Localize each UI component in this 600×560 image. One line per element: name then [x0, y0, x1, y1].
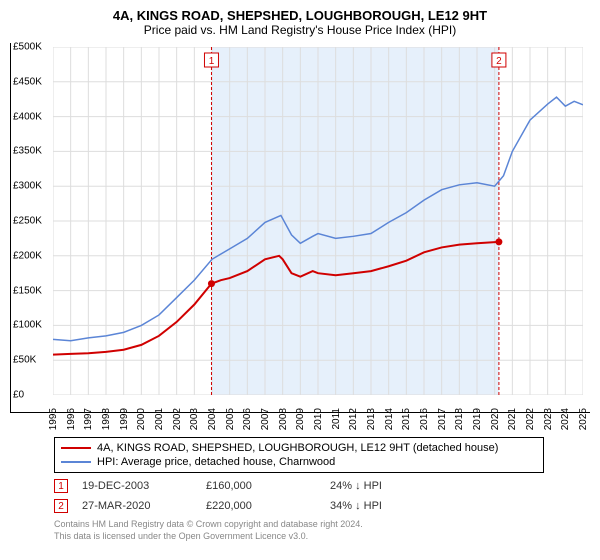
- transactions-list: 1 19-DEC-2003 £160,000 24% ↓ HPI 2 27-MAR…: [10, 479, 590, 513]
- chart-axes: 12 £0£50K£100K£150K£200K£250K£300K£350K£…: [10, 43, 590, 413]
- x-axis-label: 2015: [401, 408, 412, 430]
- legend-text: 4A, KINGS ROAD, SHEPSHED, LOUGHBOROUGH, …: [97, 442, 498, 454]
- legend-item: HPI: Average price, detached house, Char…: [61, 455, 537, 469]
- x-axis-label: 2008: [278, 408, 289, 430]
- transaction-date: 19-DEC-2003: [82, 480, 192, 492]
- svg-text:1: 1: [209, 56, 215, 67]
- legend-text: HPI: Average price, detached house, Char…: [97, 456, 335, 468]
- y-axis-label: £0: [13, 390, 24, 401]
- y-axis-label: £100K: [13, 320, 42, 331]
- legend-swatch: [61, 447, 91, 449]
- chart-container: 4A, KINGS ROAD, SHEPSHED, LOUGHBOROUGH, …: [0, 0, 600, 548]
- x-axis-label: 2013: [366, 408, 377, 430]
- y-axis-label: £250K: [13, 216, 42, 227]
- legend-item: 4A, KINGS ROAD, SHEPSHED, LOUGHBOROUGH, …: [61, 441, 537, 455]
- x-axis-label: 2022: [525, 408, 536, 430]
- y-axis-label: £450K: [13, 76, 42, 87]
- x-axis-label: 2002: [172, 408, 183, 430]
- x-axis-label: 2024: [560, 408, 571, 430]
- transaction-marker-box: 2: [54, 499, 68, 513]
- chart-plot: 12: [53, 47, 583, 395]
- x-axis-label: 1996: [66, 408, 77, 430]
- x-axis-label: 2001: [154, 408, 165, 430]
- y-axis-label: £200K: [13, 250, 42, 261]
- x-axis-label: 2006: [242, 408, 253, 430]
- x-axis-label: 2017: [437, 408, 448, 430]
- transaction-marker-box: 1: [54, 479, 68, 493]
- x-axis-label: 2014: [384, 408, 395, 430]
- x-axis-label: 1998: [101, 408, 112, 430]
- y-axis-label: £150K: [13, 285, 42, 296]
- transaction-row: 2 27-MAR-2020 £220,000 34% ↓ HPI: [54, 499, 590, 513]
- x-axis-label: 2010: [313, 408, 324, 430]
- chart-subtitle: Price paid vs. HM Land Registry's House …: [10, 23, 590, 37]
- x-axis-label: 2018: [454, 408, 465, 430]
- legend: 4A, KINGS ROAD, SHEPSHED, LOUGHBOROUGH, …: [54, 437, 544, 473]
- x-axis-label: 2004: [207, 408, 218, 430]
- y-axis-label: £350K: [13, 146, 42, 157]
- x-axis-label: 2000: [136, 408, 147, 430]
- y-axis-label: £400K: [13, 111, 42, 122]
- y-axis-label: £50K: [13, 355, 36, 366]
- transaction-delta: 34% ↓ HPI: [330, 500, 440, 512]
- footer-line: Contains HM Land Registry data © Crown c…: [54, 519, 590, 531]
- transaction-delta: 24% ↓ HPI: [330, 480, 440, 492]
- x-axis-label: 2019: [472, 408, 483, 430]
- x-axis-label: 2007: [260, 408, 271, 430]
- chart-title: 4A, KINGS ROAD, SHEPSHED, LOUGHBOROUGH, …: [10, 8, 590, 23]
- x-axis-label: 2003: [189, 408, 200, 430]
- x-axis-label: 1997: [83, 408, 94, 430]
- plot-svg: 12: [53, 47, 583, 395]
- transaction-date: 27-MAR-2020: [82, 500, 192, 512]
- x-axis-label: 2020: [490, 408, 501, 430]
- svg-text:2: 2: [496, 56, 502, 67]
- transaction-price: £220,000: [206, 500, 316, 512]
- x-axis-label: 2012: [348, 408, 359, 430]
- y-axis-label: £300K: [13, 181, 42, 192]
- legend-swatch: [61, 461, 91, 463]
- footer-attribution: Contains HM Land Registry data © Crown c…: [54, 519, 590, 542]
- y-axis-label: £500K: [13, 42, 42, 53]
- x-axis-label: 2011: [331, 408, 342, 430]
- x-axis-label: 2016: [419, 408, 430, 430]
- x-axis-label: 2021: [507, 408, 518, 430]
- x-axis-label: 1995: [48, 408, 59, 430]
- x-axis-label: 2009: [295, 408, 306, 430]
- x-axis-label: 1999: [119, 408, 130, 430]
- x-axis-label: 2023: [543, 408, 554, 430]
- transaction-row: 1 19-DEC-2003 £160,000 24% ↓ HPI: [54, 479, 590, 493]
- x-axis-label: 2005: [225, 408, 236, 430]
- footer-line: This data is licensed under the Open Gov…: [54, 531, 590, 543]
- transaction-price: £160,000: [206, 480, 316, 492]
- x-axis-label: 2025: [578, 408, 589, 430]
